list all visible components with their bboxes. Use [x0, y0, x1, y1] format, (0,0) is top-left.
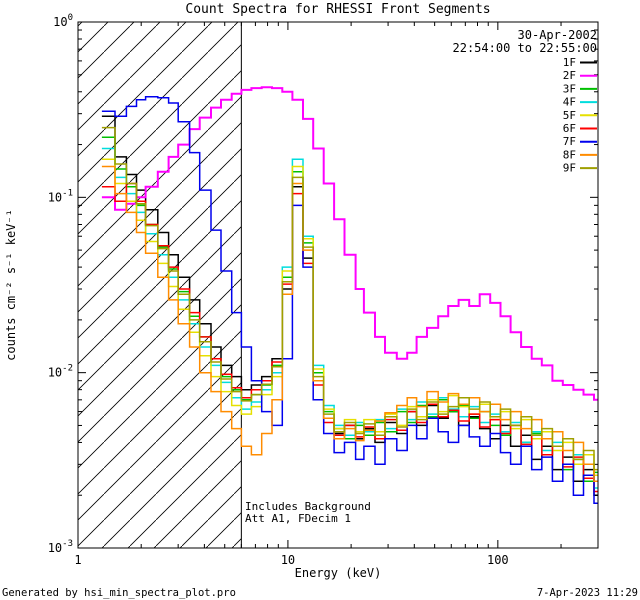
y-tick-label: 100	[53, 13, 73, 29]
series-line-9F	[101, 126, 598, 471]
legend-label-8F: 8F	[563, 148, 576, 161]
date-label: 30-Apr-2002	[518, 28, 597, 42]
series-line-7F	[101, 95, 598, 504]
attenuated-region-hatch	[78, 22, 242, 548]
legend-label-5F: 5F	[563, 109, 576, 122]
legend-label-4F: 4F	[563, 96, 576, 109]
background-note: Includes Background	[245, 500, 371, 513]
legend-label-7F: 7F	[563, 135, 576, 148]
footer-generator: Generated by hsi_min_spectra_plot.pro	[2, 587, 236, 599]
footer-timestamp: 7-Apr-2023 11:29	[537, 587, 638, 599]
y-axis-label: counts cm⁻² s⁻¹ keV⁻¹	[4, 209, 18, 361]
legend-label-2F: 2F	[563, 69, 576, 82]
y-tick-label: 10-3	[48, 539, 73, 555]
y-tick-label: 10-2	[48, 364, 73, 380]
chart-title: Count Spectra for RHESSI Front Segments	[185, 2, 490, 17]
x-tick-label: 100	[487, 553, 509, 567]
plot-frame	[77, 21, 599, 549]
legend-label-1F: 1F	[563, 56, 576, 69]
x-tick-label: 1	[74, 553, 81, 567]
legend-label-6F: 6F	[563, 122, 576, 135]
series-line-8F	[101, 165, 598, 483]
legend-label-3F: 3F	[563, 82, 576, 95]
legend-label-9F: 9F	[563, 162, 576, 175]
attenuator-note: Att A1, FDecim 1	[245, 512, 351, 525]
series-lines	[101, 86, 598, 504]
x-axis-label: Energy (keV)	[295, 566, 382, 580]
y-tick-label: 10-1	[48, 188, 73, 204]
time-range-label: 22:54:00 to 22:55:00	[453, 41, 598, 55]
x-tick-label: 10	[281, 553, 295, 567]
